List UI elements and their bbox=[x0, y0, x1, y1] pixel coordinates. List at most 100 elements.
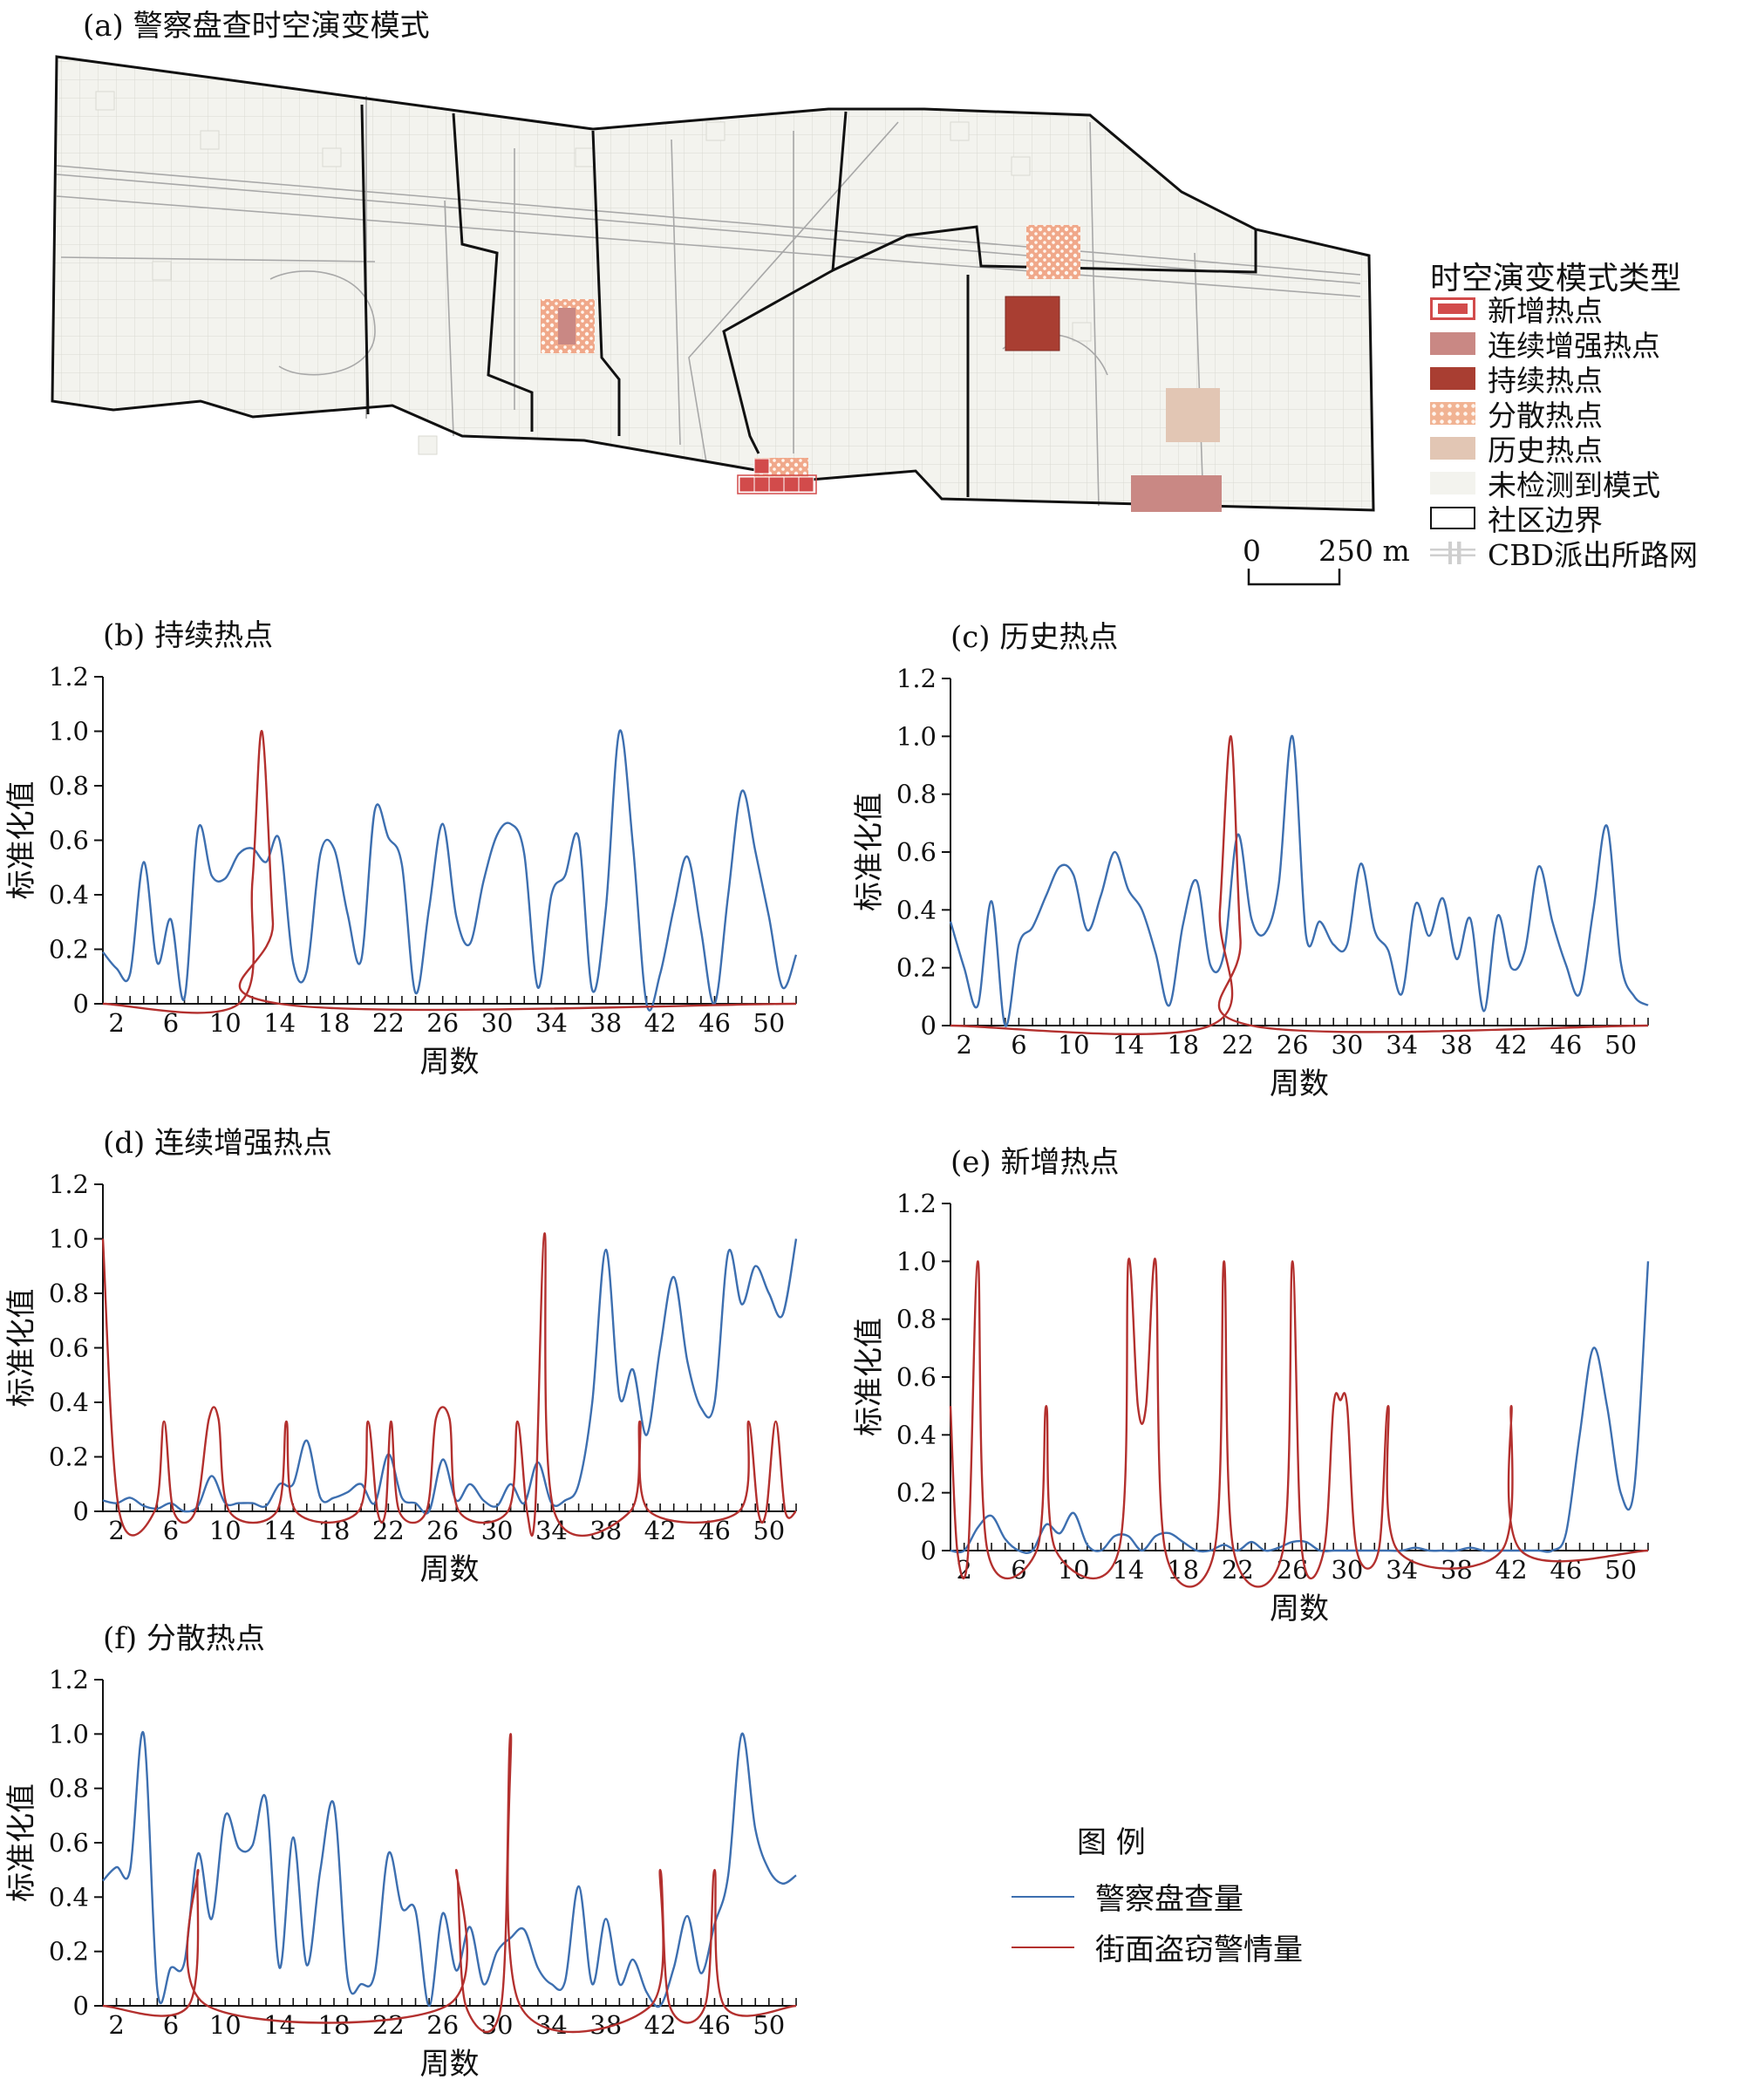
y-tick-label: 0 bbox=[73, 989, 89, 1019]
map-legend-label: 社区边界 bbox=[1488, 503, 1603, 537]
y-tick-label: 0.8 bbox=[896, 780, 937, 809]
y-tick-label: 1.0 bbox=[49, 1719, 89, 1749]
y-axis-label: 标准化值 bbox=[4, 781, 39, 900]
map-legend-label: 历史热点 bbox=[1488, 433, 1603, 467]
x-tick-label: 46 bbox=[1550, 1030, 1582, 1060]
legend-swatch bbox=[1430, 542, 1475, 564]
legend-swatch bbox=[1430, 507, 1475, 529]
y-tick-label: 1.2 bbox=[49, 1169, 89, 1199]
y-tick-label: 0.8 bbox=[49, 1774, 89, 1803]
series-line-police-stops bbox=[102, 729, 798, 1012]
x-tick-label: 38 bbox=[589, 1008, 622, 1038]
map-legend-item: 未检测到模式 bbox=[1430, 467, 1660, 502]
y-tick-label: 0.6 bbox=[49, 1828, 89, 1858]
x-tick-label: 30 bbox=[481, 1008, 514, 1038]
legend-swatch bbox=[1430, 367, 1475, 390]
axes bbox=[102, 1680, 796, 2007]
series-line-street-theft bbox=[949, 1258, 1649, 1588]
chart-panel-b: (b) 持续热点 0 0.2 0.4 0.6 0.8 1.0 1.2 2 6 10 14 18 22 26 3… bbox=[0, 610, 811, 1099]
y-tick-label: 0 bbox=[921, 1536, 937, 1565]
chart-title: (e) 新增热点 bbox=[950, 1145, 1119, 1180]
scale-bar bbox=[1247, 569, 1341, 586]
y-axis-label: 标准化值 bbox=[852, 793, 887, 911]
y-tick-label: 0.8 bbox=[49, 1278, 89, 1308]
y-tick-label: 0.4 bbox=[49, 880, 89, 910]
x-tick-label: 2 bbox=[108, 1516, 124, 1545]
y-tick-label: 0.8 bbox=[49, 771, 89, 801]
y-tick-label: 0.4 bbox=[896, 895, 937, 924]
x-tick-label: 10 bbox=[209, 1008, 242, 1038]
map-legend-item: 历史热点 bbox=[1430, 432, 1603, 467]
map-legend-item: 新增热点 bbox=[1430, 292, 1603, 328]
x-tick-label: 50 bbox=[753, 1008, 785, 1038]
legend-swatch bbox=[1430, 332, 1475, 355]
x-axis-label: 周数 bbox=[420, 1045, 480, 1080]
y-tick-label: 0.2 bbox=[49, 935, 89, 965]
y-tick-label: 1.2 bbox=[896, 664, 937, 693]
y-tick-label: 0.4 bbox=[49, 1882, 89, 1912]
x-tick-label: 26 bbox=[426, 1516, 459, 1545]
x-tick-label: 22 bbox=[1222, 1555, 1254, 1585]
continuous-increase-hotspot-2 bbox=[1131, 475, 1222, 512]
chart-title: (d) 连续增强热点 bbox=[103, 1126, 332, 1161]
y-tick-label: 1.0 bbox=[896, 721, 937, 751]
map-canvas bbox=[51, 55, 1375, 512]
x-axis-label: 周数 bbox=[420, 2047, 480, 2082]
map-legend-title: 时空演变模式类型 bbox=[1430, 261, 1682, 297]
x-axis-label: 周数 bbox=[1270, 1067, 1329, 1101]
series-line-police-stops bbox=[102, 1730, 797, 2008]
x-tick-label: 14 bbox=[1112, 1555, 1144, 1585]
chart-panel-c: (c) 历史热点 0 0.2 0.4 0.6 0.8 1.0 1.2 2 6 10 14 18 22 26 3… bbox=[841, 610, 1679, 1116]
y-axis-label: 标准化值 bbox=[852, 1318, 887, 1436]
chart-panel-e: (e) 新增热点 0 0.2 0.4 0.6 0.8 1.0 1.2 2 6 10 14 18 22 26 3… bbox=[841, 1144, 1679, 1650]
legend-swatch bbox=[1430, 402, 1475, 425]
x-tick-label: 38 bbox=[1441, 1030, 1473, 1060]
axes bbox=[102, 1184, 796, 1512]
x-tick-label: 14 bbox=[263, 2010, 296, 2040]
series-line-street-theft bbox=[950, 735, 1649, 1036]
persistent-hotspot-1 bbox=[1005, 296, 1060, 351]
map-legend-item: 分散热点 bbox=[1430, 397, 1603, 433]
x-tick-label: 22 bbox=[372, 2010, 405, 2040]
chart-title: (b) 持续热点 bbox=[103, 618, 273, 653]
y-tick-label: 1.2 bbox=[49, 662, 89, 692]
x-tick-label: 42 bbox=[644, 2010, 677, 2040]
map-legend-item: 连续增强热点 bbox=[1430, 327, 1660, 363]
series-line-street-theft bbox=[102, 1733, 797, 2034]
series-line-police-stops bbox=[949, 735, 1649, 1027]
chart-panel-f: (f) 分散热点 0 0.2 0.4 0.6 0.8 1.0 1.2 2 6 10 14 18 22 26 3… bbox=[0, 1621, 811, 2097]
x-tick-label: 38 bbox=[1441, 1555, 1473, 1585]
new-hotspots-outline bbox=[737, 474, 817, 494]
map-legend-item: CBD派出所路网 bbox=[1430, 536, 1698, 572]
y-tick-label: 1.0 bbox=[49, 1224, 89, 1254]
series-line-police-stops bbox=[102, 1238, 798, 1515]
x-tick-label: 6 bbox=[163, 2010, 179, 2040]
x-tick-label: 22 bbox=[372, 1008, 405, 1038]
x-tick-label: 34 bbox=[535, 1008, 568, 1038]
series-legend-label: 警察盘查量 bbox=[1095, 1882, 1243, 1917]
x-tick-label: 34 bbox=[535, 1516, 568, 1545]
x-tick-label: 18 bbox=[318, 2010, 351, 2040]
y-tick-label: 1.0 bbox=[896, 1246, 937, 1276]
series-legend-item: 街面盗窃警情量 bbox=[1012, 1926, 1303, 1968]
x-tick-label: 2 bbox=[108, 2010, 124, 2040]
x-tick-label: 18 bbox=[1167, 1030, 1199, 1060]
series-legend-line bbox=[1012, 1946, 1074, 1948]
x-tick-label: 10 bbox=[209, 1516, 242, 1545]
series-legend-item: 警察盘查量 bbox=[1012, 1875, 1243, 1918]
map-legend-label: 新增热点 bbox=[1488, 294, 1603, 328]
x-axis-label: 周数 bbox=[420, 1552, 480, 1587]
y-tick-label: 0.6 bbox=[49, 826, 89, 856]
dispersed-hotspot-2 bbox=[1026, 225, 1080, 279]
series-line-street-theft bbox=[101, 1231, 797, 1538]
x-tick-label: 26 bbox=[426, 2010, 459, 2040]
x-tick-label: 46 bbox=[698, 1008, 731, 1038]
map-legend-label: 连续增强热点 bbox=[1488, 329, 1660, 363]
y-tick-label: 0.2 bbox=[49, 1937, 89, 1967]
y-axis-label: 标准化值 bbox=[4, 1289, 39, 1408]
x-tick-label: 14 bbox=[263, 1008, 296, 1038]
y-tick-label: 0.4 bbox=[896, 1420, 937, 1449]
